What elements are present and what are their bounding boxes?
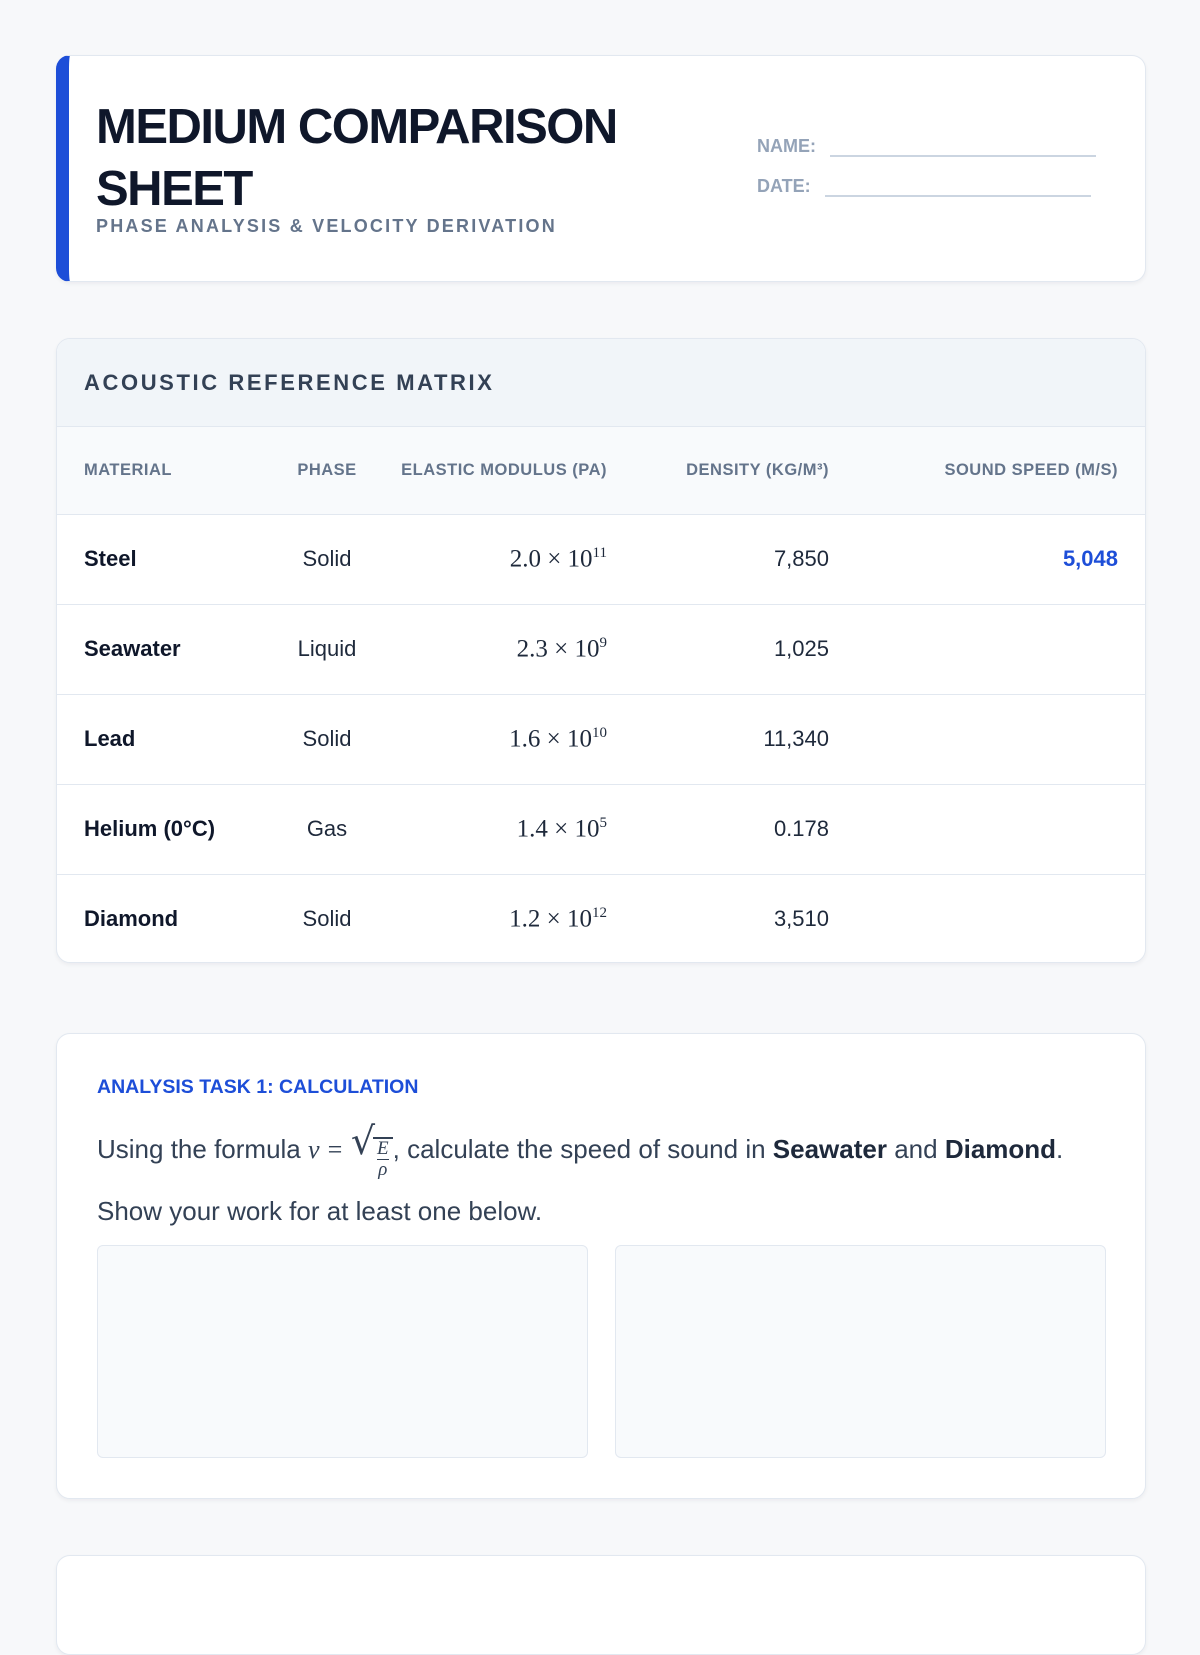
modulus-exponent: 5 [599,814,608,831]
date-line[interactable] [824,177,1091,197]
col-phase: PHASE [277,427,377,515]
name-field[interactable]: NAME: [757,136,1096,157]
name-label: NAME: [757,136,816,156]
material-cell: Helium (0°C) [57,784,277,875]
phase-cell: Gas [277,784,377,875]
table-row: Lead Solid 1.6 × 1010 11,340 [57,694,1145,785]
phase-cell: Liquid [277,604,377,695]
page-title: MEDIUM COMPARISON SHEET [96,100,618,216]
date-label: DATE: [757,176,811,196]
col-speed: SOUND SPEED (M/S) [829,427,1145,515]
speed-cell[interactable] [829,874,1145,962]
table-row: Diamond Solid 1.2 × 1012 3,510 [57,874,1145,962]
task-label: ANALYSIS TASK 1: CALCULATION [97,1076,419,1098]
modulus-cell: 1.6 × 1010 [377,694,607,785]
prompt-text: , calculate the speed of sound in [392,1133,773,1164]
reference-table-card: ACOUSTIC REFERENCE MATRIX MATERIAL PHASE… [56,338,1146,963]
density-cell: 3,510 [773,906,829,932]
task-card: ANALYSIS TASK 1: CALCULATION Using the f… [56,1033,1146,1499]
work-box-2[interactable] [615,1245,1106,1458]
density-cell: 11,340 [607,694,829,785]
col-material: MATERIAL [57,427,277,515]
modulus-exponent: 10 [592,724,607,741]
modulus-cell: 1.4 × 105 [377,784,608,875]
material-cell: Seawater [57,604,277,695]
work-box-1[interactable] [97,1245,588,1458]
formula-den: ρ [378,1159,388,1180]
speed-cell[interactable] [829,694,1145,785]
prompt-bold-seawater: Seawater [772,1133,887,1164]
density-cell: 7,850 [607,514,829,605]
date-field[interactable]: DATE: [757,176,1091,197]
phase-cell: Solid [277,514,377,605]
modulus-cell: 2.3 × 109 [377,604,608,695]
reference-table: MATERIAL PHASE ELASTIC MODULUS (PA) DENS… [57,427,1145,962]
col-modulus: ELASTIC MODULUS (PA) [377,427,607,515]
material-cell: Steel [57,514,277,605]
header-card: MEDIUM COMPARISON SHEET PHASE ANALYSIS &… [56,55,1146,282]
modulus-exponent: 12 [592,905,607,922]
page-subtitle: PHASE ANALYSIS & VELOCITY DERIVATION [96,216,557,236]
prompt-text: and [886,1133,945,1164]
modulus-base: 2.0 × 10 [509,545,593,573]
density-cell: 1,025 [607,604,829,695]
modulus-base: 1.4 × 10 [516,815,600,843]
modulus-exponent: 11 [592,544,607,561]
name-line[interactable] [830,137,1096,157]
prompt-text: Using the formula [97,1133,308,1164]
prompt-bold-diamond: Diamond [944,1133,1057,1164]
material-cell: Diamond [84,906,179,932]
modulus-cell: 2.0 × 1011 [377,514,607,605]
speed-cell[interactable] [829,604,1145,695]
material-cell: Lead [57,694,277,785]
modulus-base: 2.3 × 10 [516,635,600,663]
modulus-base: 1.6 × 10 [509,725,592,753]
col-density: DENSITY (KG/M³) [607,427,829,515]
prompt-text: . Show your work for at least one below. [97,1133,1064,1226]
speed-cell[interactable] [829,784,1145,875]
phase-cell: Solid [277,694,377,785]
density-cell: 0.178 [607,784,829,875]
phase-cell: Solid [302,906,352,932]
modulus-exponent: 9 [599,634,608,651]
modulus-base: 1.2 × 10 [509,905,592,933]
formula-num: E [377,1138,389,1160]
table-title: ACOUSTIC REFERENCE MATRIX [57,339,1145,427]
modulus-cell: 1.2 × 1012 [377,874,607,962]
table-row: Steel Solid 2.0 × 1011 7,850 5,048 [57,514,1145,605]
speed-cell: 5,048 [829,514,1145,605]
formula-lhs: v = [307,1134,344,1164]
table-row: Seawater Liquid 2.3 × 109 1,025 [57,604,1145,695]
next-card [56,1555,1146,1655]
table-row: Helium (0°C) Gas 1.4 × 105 0.178 [57,784,1145,875]
